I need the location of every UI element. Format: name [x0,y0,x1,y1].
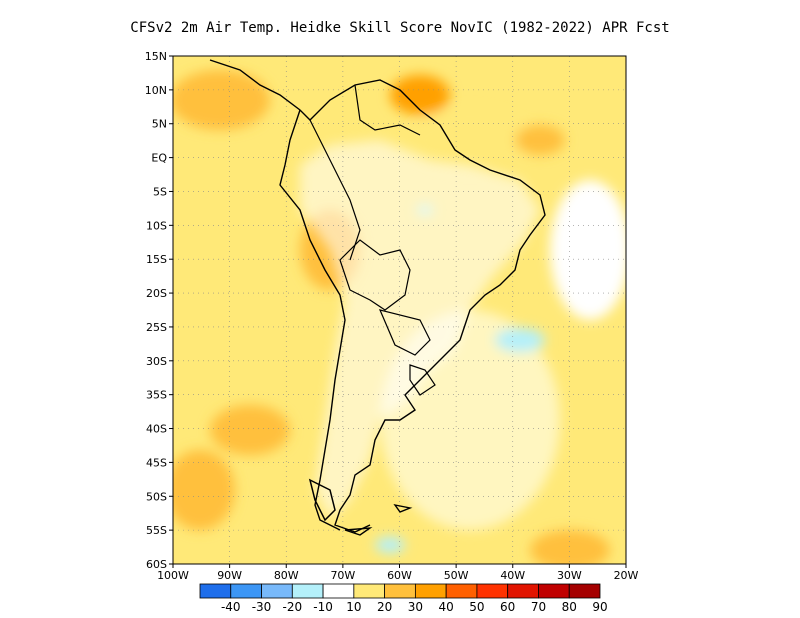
colorbar-swatch [322,583,355,599]
colorbar-swatch [230,583,262,599]
lat-label: 20S [146,287,167,300]
colorbar: -40 -30 -20 -10 10 20 30 40 50 60 70 80 90 [199,583,608,614]
colorbar-swatch [538,583,570,599]
lat-label: 35S [146,389,167,402]
lon-label: 50W [444,569,469,582]
lon-label: 70W [330,569,355,582]
lat-label: 45S [146,456,167,469]
lat-label: EQ [151,152,167,165]
gridlines [173,56,626,564]
lat-label: 50S [146,490,167,503]
colorbar-label: -10 [313,600,333,614]
colorbar-swatch [445,583,478,599]
lon-label: 90W [217,569,242,582]
lat-label: 30S [146,355,167,368]
lat-label: 60S [146,558,167,571]
colorbar-label: 10 [346,600,361,614]
colorbar-label: -30 [252,600,272,614]
colorbar-label: -40 [221,600,241,614]
colorbar-label: 20 [377,600,392,614]
colorbar-swatch [414,583,447,599]
colorbar-swatch [384,583,416,599]
coastlines [209,59,546,536]
colorbar-label: 40 [439,600,454,614]
colorbar-label: 30 [408,600,423,614]
lon-label: 60W [387,569,412,582]
lat-label: 40S [146,423,167,436]
lat-label: 5N [152,118,167,131]
lon-label: 40W [500,569,525,582]
colorbar-swatch [507,583,539,599]
colorbar-swatch [291,583,324,599]
colorbar-swatch [353,583,386,599]
lon-label: 80W [274,569,299,582]
lat-label: 15N [145,50,167,63]
colorbar-swatch [568,583,601,599]
lat-label: 10N [145,84,167,97]
colorbar-swatch [476,583,509,599]
colorbar-swatch [261,583,293,599]
colorbar-label: 70 [531,600,546,614]
colorbar-swatch [199,583,232,599]
colorbar-label: 90 [592,600,607,614]
colorbar-label: 80 [562,600,577,614]
lon-label: 100W [157,569,189,582]
longitude-labels: 100W 90W 80W 70W 60W 50W 40W 30W 20W [157,564,639,582]
lat-label: 55S [146,524,167,537]
lat-label: 10S [146,219,167,232]
skill-field [173,56,626,564]
lat-label: 25S [146,321,167,334]
colorbar-label: -20 [283,600,303,614]
lat-label: 5S [153,185,167,198]
colorbar-label: 50 [469,600,484,614]
lon-label: 30W [557,569,582,582]
lat-label: 15S [146,253,167,266]
latitude-labels: 15N 10N 5N EQ 5S 10S 15S 20S 25S 30S 35S 40S 45S 50S 5… [145,50,173,571]
lon-label: 20W [614,569,639,582]
map-title: CFSv2 2m Air Temp. Heidke Skill Score No… [130,20,670,36]
colorbar-label: 60 [500,600,515,614]
